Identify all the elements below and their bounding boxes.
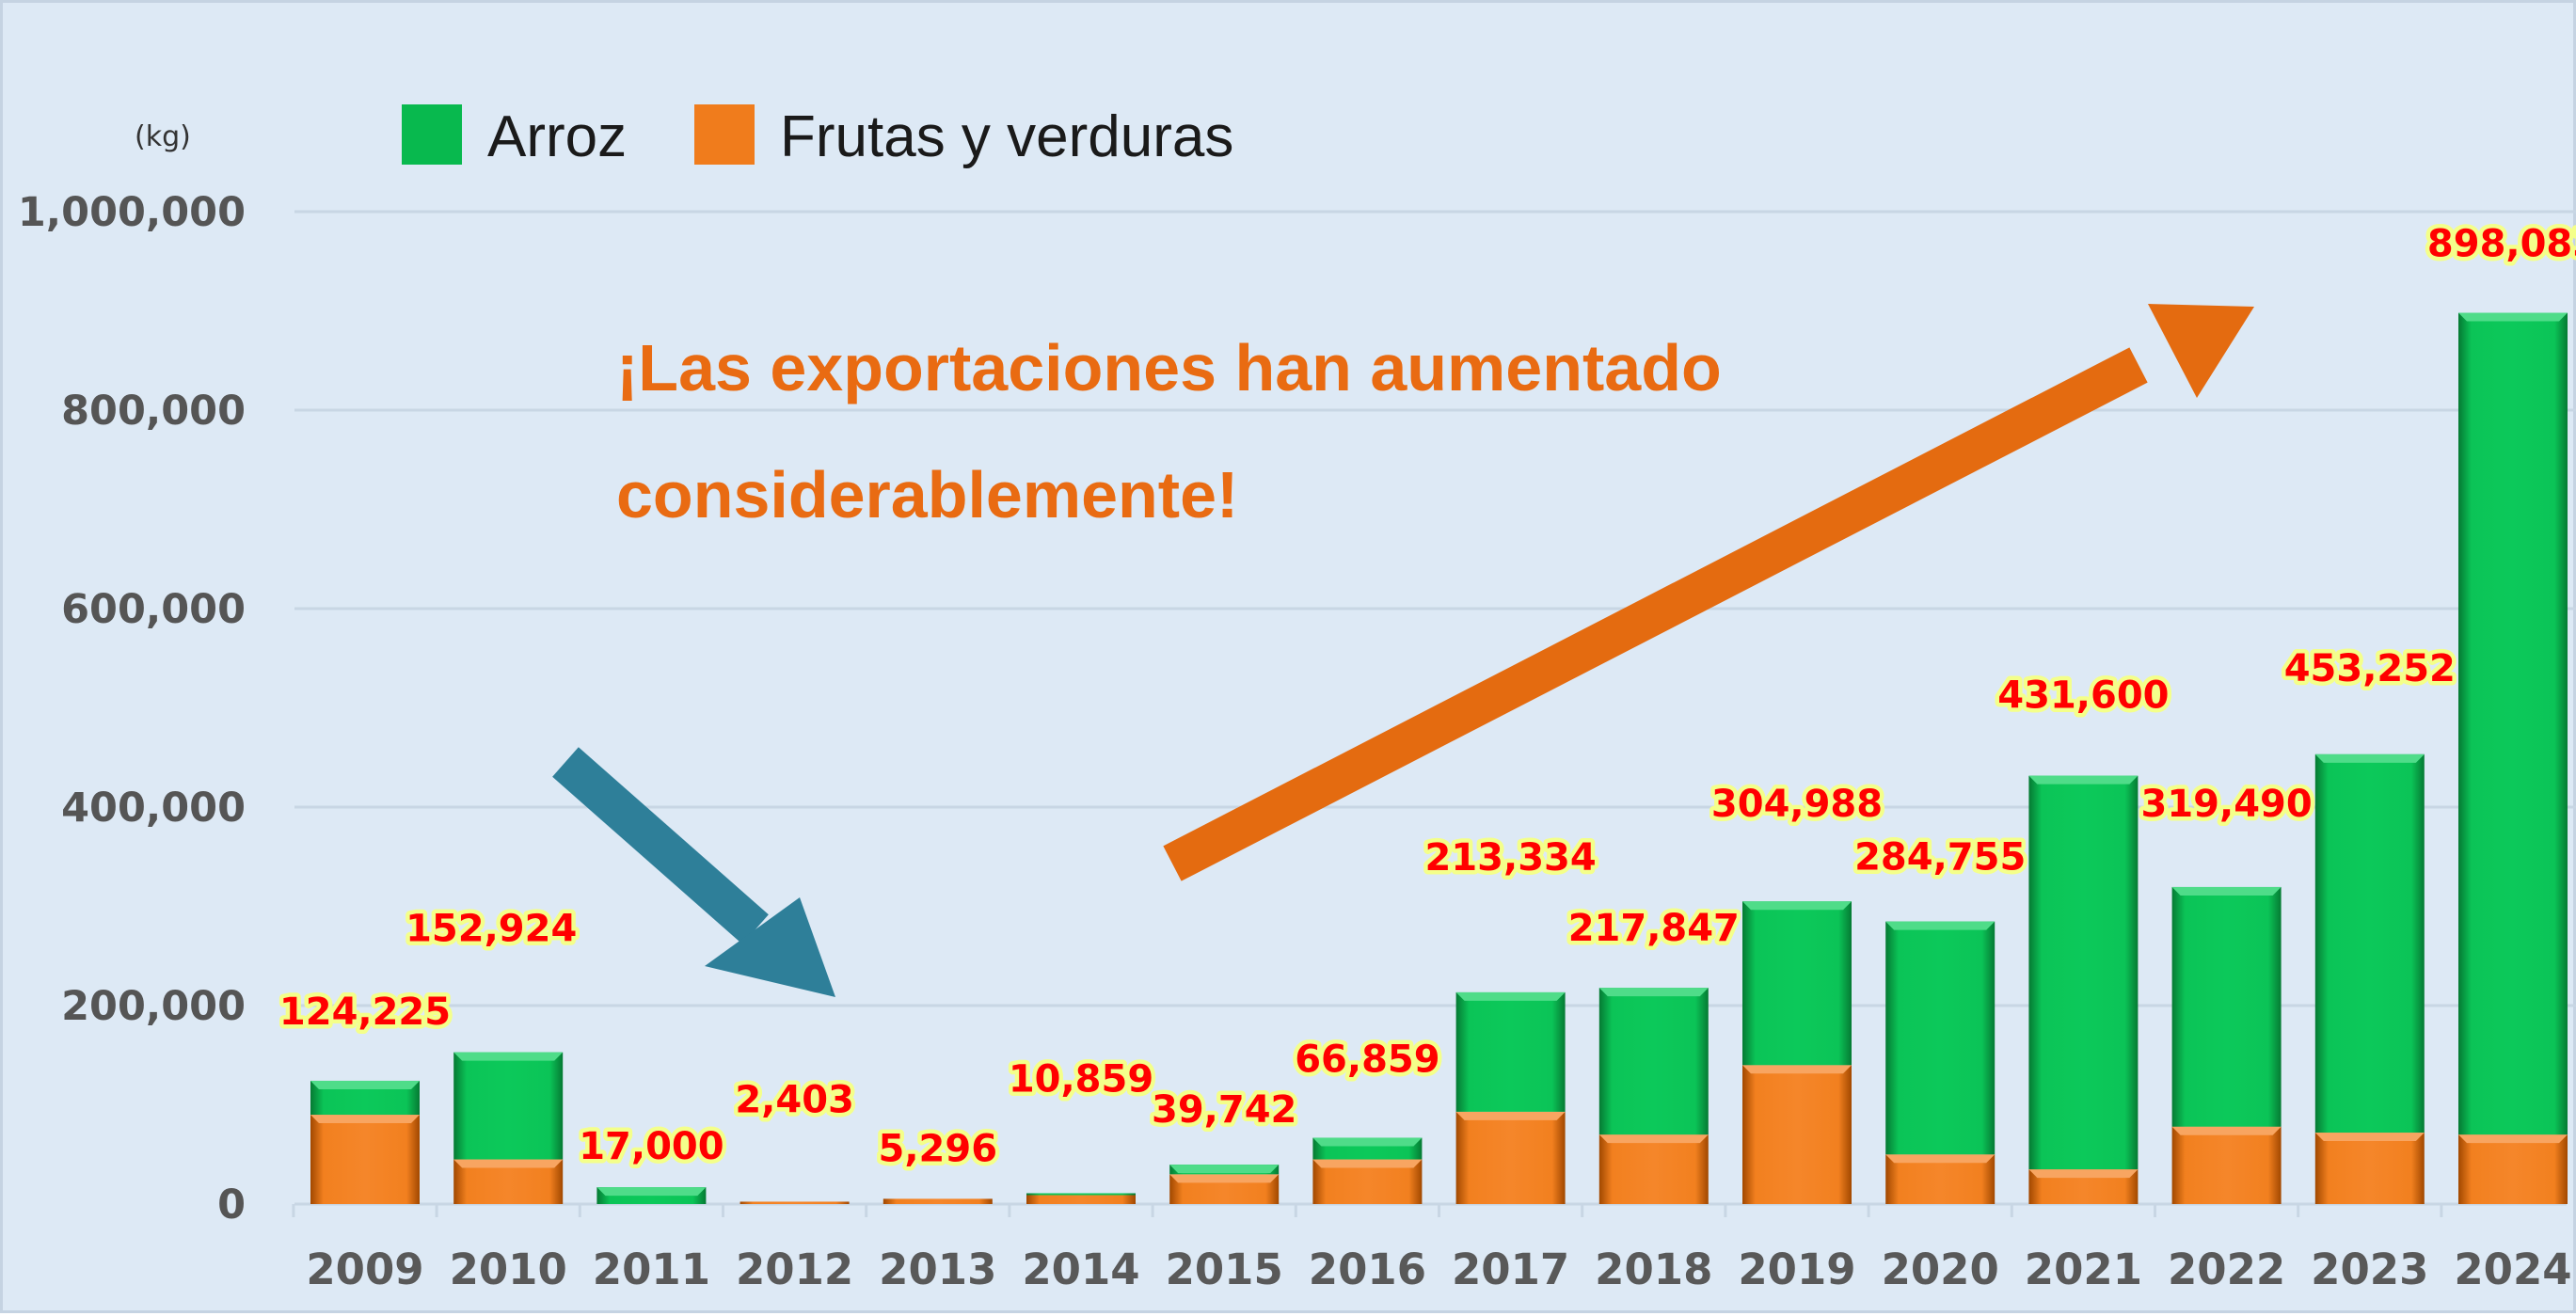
bar-arroz-2018 (1598, 988, 1709, 1135)
bar-bevel (1455, 1111, 1566, 1120)
bar-frutas-2022 (2171, 1126, 2282, 1204)
x-tick-label: 2013 (879, 1245, 996, 1294)
bar-frutas-2013 (883, 1198, 993, 1204)
bar-arroz-2024 (2458, 312, 2568, 1135)
bar-bevel (2458, 312, 2568, 322)
x-tick-label: 2023 (2311, 1245, 2428, 1294)
bar-arroz-2014 (1026, 1193, 1136, 1196)
total-label-2023: 453,252 (2284, 647, 2456, 690)
legend-label-frutas: Frutas y verduras (780, 104, 1233, 169)
x-tick-label: 2018 (1595, 1245, 1712, 1294)
total-label-2022: 319,490 (2141, 783, 2313, 826)
bar-bevel (1885, 921, 1996, 930)
bar-frutas-2024 (2458, 1134, 2568, 1204)
bar-bevel (2171, 886, 2282, 896)
x-tick-label: 2009 (306, 1245, 423, 1294)
headline-line-2: considerablemente! (616, 458, 1238, 531)
bar-bevel (453, 1052, 564, 1061)
x-tick-label: 2015 (1166, 1245, 1283, 1294)
bar-bevel (1455, 991, 1566, 1001)
y-tick-label: 1,000,000 (18, 189, 246, 236)
bar-bevel (2028, 775, 2139, 785)
x-tick-label: 2012 (736, 1245, 853, 1294)
total-label-2020: 284,755 (1854, 836, 2026, 880)
bar-bevel (1598, 1134, 1709, 1144)
bar-frutas-2023 (2314, 1133, 2425, 1204)
bar-bevel (2028, 1169, 2139, 1179)
y-tick-label: 200,000 (61, 983, 246, 1030)
bar-arroz-2023 (2314, 753, 2425, 1134)
bar-bevel (1169, 1174, 1280, 1183)
bar-frutas-2017 (1455, 1111, 1566, 1204)
x-tick-label: 2021 (2025, 1245, 2142, 1294)
bar-arroz-2017 (1455, 991, 1566, 1112)
bar-bevel (1598, 988, 1709, 997)
y-tick-label: 400,000 (61, 785, 246, 832)
bar-frutas-2009 (310, 1115, 420, 1204)
bar-bevel (2458, 1134, 2568, 1144)
x-tick-label: 2019 (1738, 1245, 1855, 1294)
bar-bevel (1742, 1065, 1852, 1074)
total-label-2019: 304,988 (1711, 783, 1883, 826)
up-arrow-icon (1163, 304, 2254, 881)
down-arrow-icon (552, 747, 835, 997)
x-tick-label: 2020 (1882, 1245, 1999, 1294)
bar-bevel (310, 1080, 420, 1089)
bar-bevel (2314, 753, 2425, 763)
bar-bevel (1312, 1159, 1423, 1168)
total-label-2024: 898,083 (2427, 223, 2576, 266)
total-label-2016: 66,859 (1295, 1038, 1439, 1081)
x-tick-label: 2017 (1452, 1245, 1569, 1294)
y-tick-label: 0 (217, 1181, 246, 1229)
headline-line-1: ¡Las exportaciones han aumentado (616, 331, 1722, 404)
y-axis: 0 200,000 400,000 600,000 800,000 1,000,000 (18, 189, 246, 1229)
legend-label-arroz: Arroz (487, 104, 627, 169)
total-label-2012: 2,403 (735, 1078, 854, 1121)
legend-swatch-frutas (694, 104, 755, 165)
bar-frutas-2019 (1742, 1065, 1852, 1204)
bar-bevel (1169, 1165, 1280, 1174)
bar-bevel (2171, 1126, 2282, 1135)
legend: Arroz Frutas y verduras (402, 104, 1233, 169)
bar-arroz-2022 (2171, 886, 2282, 1127)
bar-chart: 0 200,000 400,000 600,000 800,000 1,000,000 2… (18, 104, 2576, 1294)
total-label-2009: 124,225 (279, 991, 451, 1034)
x-tick-label: 2011 (593, 1245, 710, 1294)
bar-arroz-2021 (2028, 775, 2139, 1170)
total-label-2010: 152,924 (405, 908, 577, 951)
total-label-2015: 39,742 (1152, 1088, 1296, 1132)
x-tick-label: 2022 (2168, 1245, 2285, 1294)
bar-bevel (1885, 1154, 1996, 1164)
bar-bevel (1312, 1137, 1423, 1147)
total-label-2021: 431,600 (1997, 674, 2169, 718)
x-tick-label: 2024 (2454, 1245, 2571, 1294)
total-label-2013: 5,296 (879, 1127, 998, 1170)
bar-frutas-2014 (1026, 1195, 1136, 1204)
bar-frutas-2012 (739, 1201, 850, 1204)
y-tick-label: 800,000 (61, 388, 246, 435)
y-unit-label: (kg) (135, 120, 191, 153)
bar-arroz-2020 (1885, 921, 1996, 1155)
x-tick-label: 2010 (450, 1245, 567, 1294)
bar-bevel (1742, 901, 1852, 911)
bar-bevel (310, 1115, 420, 1124)
total-label-2014: 10,859 (1009, 1058, 1153, 1102)
x-tick-label: 2016 (1309, 1245, 1426, 1294)
bar-arroz-2019 (1742, 901, 1852, 1066)
x-axis: 2009 2010 2011 2012 2013 2014 2015 2016 2017 2018… (292, 1202, 2572, 1294)
bar-frutas-2018 (1598, 1134, 1709, 1204)
total-label-2011: 17,000 (579, 1125, 724, 1168)
bar-arroz-2010 (453, 1052, 564, 1160)
bar-bevel (2314, 1133, 2425, 1142)
total-label-2017: 213,334 (1425, 836, 1597, 880)
x-tick-label: 2014 (1022, 1245, 1139, 1294)
total-labels: 124,225 152,924 17,000 2,403 5,296 10,85939,7… (275, 218, 2576, 1175)
y-tick-label: 600,000 (61, 586, 246, 633)
total-label-2018: 217,847 (1568, 907, 1740, 950)
bar-bevel (596, 1187, 707, 1197)
bar-bevel (453, 1159, 564, 1168)
legend-swatch-arroz (402, 104, 462, 165)
bars (310, 312, 2568, 1204)
